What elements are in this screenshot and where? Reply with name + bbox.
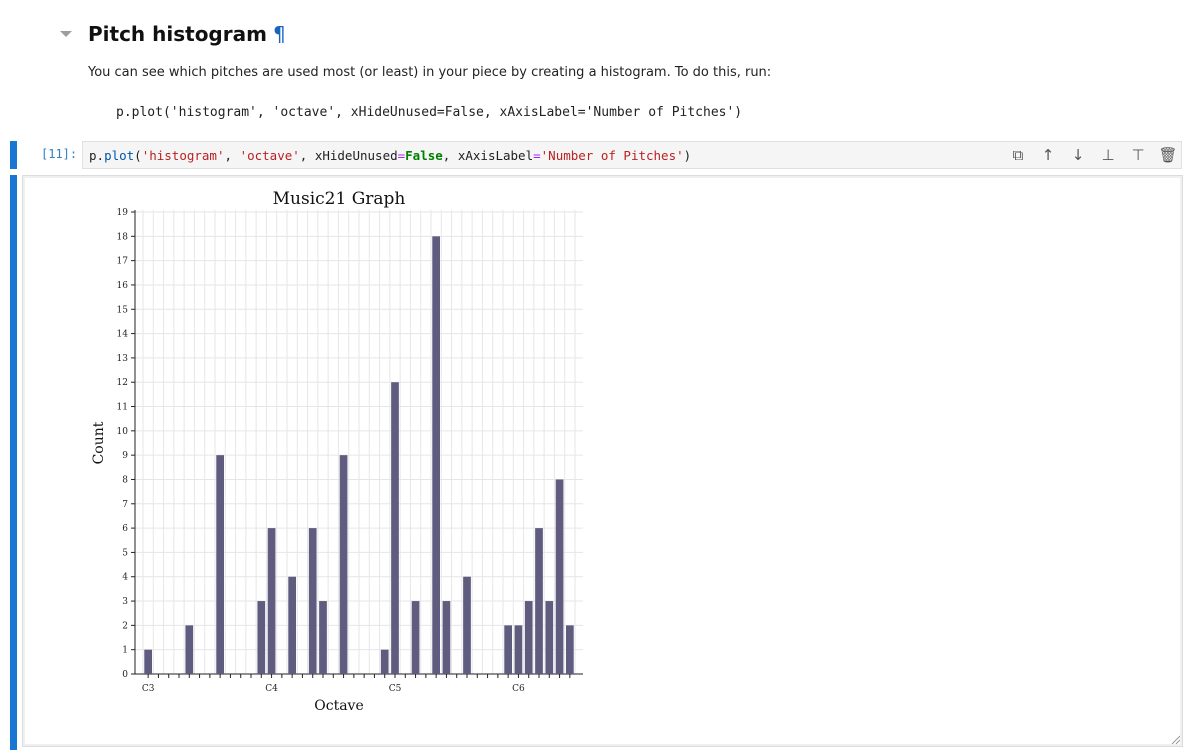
bar (545, 601, 554, 674)
bar (380, 649, 389, 674)
x-axis-label: Octave (314, 698, 364, 714)
y-tick-label: 14 (117, 330, 129, 340)
bar (411, 601, 420, 674)
code-input-area[interactable]: p.plot('histogram', 'octave', xHideUnuse… (82, 141, 1182, 169)
bar (308, 528, 317, 674)
y-tick-label: 17 (117, 257, 129, 267)
code-token: 'Number of Pitches' (540, 148, 684, 163)
bar (514, 625, 523, 674)
move-up-icon[interactable]: ↑ (1041, 146, 1055, 164)
y-tick-label: 8 (122, 475, 128, 485)
y-tick-label: 12 (117, 378, 128, 388)
bar (504, 625, 512, 674)
y-tick-label: 19 (117, 208, 129, 218)
code-token: False (405, 148, 443, 163)
code-token: , xHideUnused (299, 148, 398, 163)
delete-icon[interactable]: 🗑 (1158, 146, 1178, 164)
code-token: ( (134, 148, 142, 163)
y-tick-label: 1 (122, 646, 128, 656)
code-token: plot (104, 148, 135, 163)
bar (319, 601, 327, 674)
x-tick-label: C6 (512, 684, 525, 694)
y-tick-label: 6 (122, 524, 128, 534)
code-token: 'octave' (239, 148, 300, 163)
bar (432, 236, 440, 674)
bar (566, 625, 574, 674)
y-axis-label: Count (91, 421, 107, 464)
input-cell-marker[interactable] (10, 141, 17, 169)
y-tick-label: 15 (117, 305, 129, 315)
duplicate-icon[interactable]: ⧉ (1012, 146, 1024, 164)
bar (442, 601, 451, 674)
y-tick-label: 9 (122, 451, 128, 461)
code-token: ) (683, 148, 692, 163)
heading-text: Pitch histogram (88, 22, 267, 46)
y-tick-label: 0 (122, 670, 128, 680)
output-area: 0 1 2 3 4 5 6 7 8 9 10 11 12 13 14 15 16 17 18 19 C3 C4 C5 C6 Mu… (22, 175, 1183, 747)
y-tick-label: 2 (122, 621, 128, 631)
x-tick-label: C3 (142, 684, 155, 694)
code-token: p. (89, 148, 105, 163)
collapse-caret-icon[interactable] (60, 31, 72, 37)
move-down-icon[interactable]: ↓ (1071, 146, 1085, 164)
x-tick-label: C5 (389, 684, 402, 694)
bar (535, 528, 543, 674)
bar (555, 479, 564, 674)
anchor-link[interactable]: ¶ (272, 22, 286, 46)
bar (185, 625, 194, 674)
y-tick-label: 3 (122, 597, 128, 607)
y-tick-label: 11 (117, 403, 128, 413)
bar (391, 382, 399, 674)
y-tick-label: 7 (122, 500, 128, 510)
section-heading: Pitch histogram ¶ (88, 22, 286, 46)
x-tick-label: C4 (265, 684, 278, 694)
y-tick-label: 4 (122, 573, 128, 583)
chart-title: Music21 Graph (273, 189, 406, 209)
code-token: = (397, 148, 406, 163)
insert-below-icon[interactable]: ⊤ (1131, 146, 1145, 164)
output-cell-marker[interactable] (10, 175, 17, 750)
bar (257, 601, 266, 674)
y-tick-label: 13 (117, 354, 129, 364)
execution-prompt: [11]: (41, 147, 78, 161)
y-tick-label: 10 (117, 427, 129, 437)
bar (216, 455, 224, 674)
bar (524, 601, 533, 674)
cell-toolbar: ⧉ ↑ ↓ ⊥ ⊤ 🗑 (1008, 144, 1178, 166)
bar (267, 528, 276, 674)
example-code: p.plot('histogram', 'octave', xHideUnuse… (116, 105, 743, 120)
bar (144, 649, 152, 674)
y-tick-label: 5 (122, 548, 128, 558)
code-token: = (533, 148, 541, 163)
resize-grip-icon[interactable] (1170, 734, 1180, 744)
insert-above-icon[interactable]: ⊥ (1101, 146, 1115, 164)
bar (463, 576, 471, 674)
code-token: 'histogram' (141, 148, 225, 163)
code-token: , (224, 148, 240, 163)
bar (288, 576, 296, 674)
code-input-text[interactable]: p.plot('histogram', 'octave', xHideUnuse… (89, 148, 691, 163)
description-paragraph: You can see which pitches are used most … (88, 65, 772, 80)
bar (339, 455, 348, 674)
y-tick-label: 18 (117, 232, 129, 242)
y-tick-label: 16 (117, 281, 129, 291)
code-token: , xAxisLabel (442, 148, 534, 163)
